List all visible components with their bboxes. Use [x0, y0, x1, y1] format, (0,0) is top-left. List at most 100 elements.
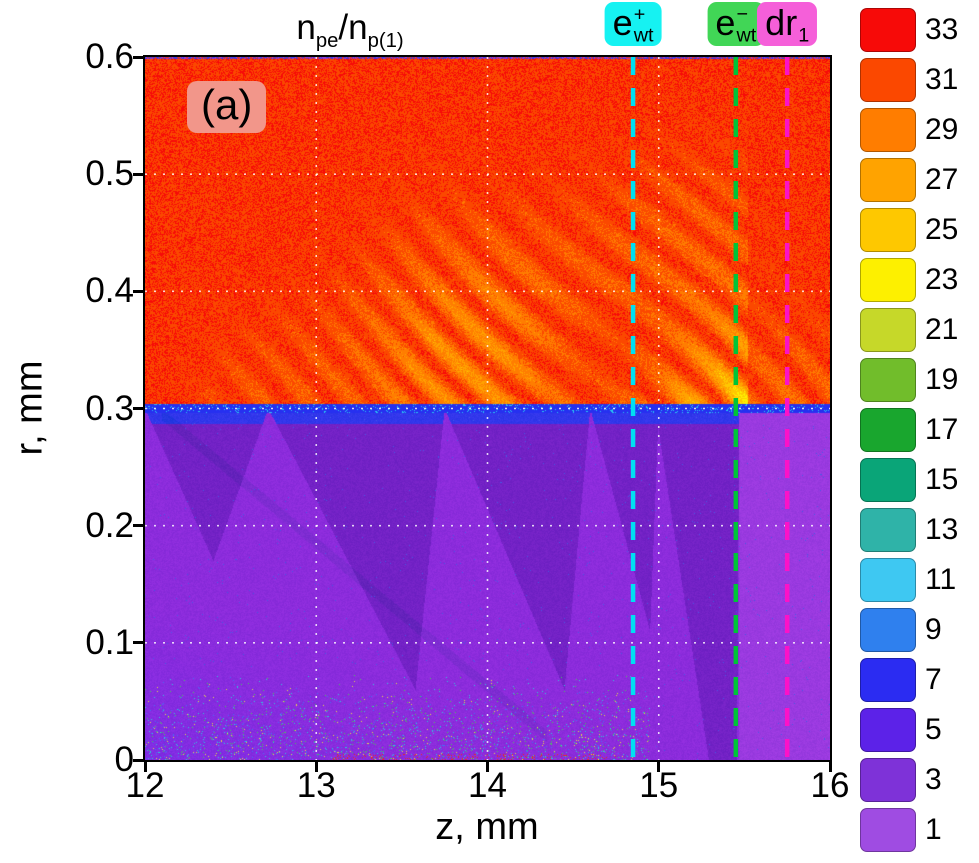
- colorbar-entry: 5: [860, 708, 978, 752]
- colorbar-entry: 21: [860, 308, 978, 352]
- marker-sup: −: [736, 3, 748, 26]
- colorbar-swatch: [860, 508, 916, 552]
- colorbar-entry: 13: [860, 508, 978, 552]
- heatmap-canvas: [145, 57, 830, 760]
- colorbar-tick-label: 23: [925, 263, 959, 296]
- y-tick-label: 0.6: [85, 37, 134, 76]
- marker-supsub: 1: [798, 5, 809, 46]
- colorbar-tick-label: 27: [925, 163, 959, 196]
- colorbar-entry: 31: [860, 58, 978, 102]
- y-tick-mark: [133, 172, 143, 176]
- chart-title-part: p(1): [367, 30, 404, 52]
- marker-label-driver: dr 1: [757, 2, 818, 46]
- colorbar-entry: 3: [860, 758, 978, 802]
- colorbar-entry: 23: [860, 258, 978, 302]
- colorbar-entry: 11: [860, 558, 978, 602]
- y-tick-mark: [133, 758, 143, 762]
- colorbar-entry: 17: [860, 408, 978, 452]
- colorbar-swatch: [860, 658, 916, 702]
- colorbar-tick-label: 33: [925, 13, 959, 46]
- x-tick-mark: [143, 762, 147, 772]
- colorbar-entry: 29: [860, 108, 978, 152]
- panel-label: (a): [187, 81, 267, 133]
- colorbar-entry: 1: [860, 808, 978, 852]
- colorbar-tick-label: 17: [925, 413, 959, 446]
- colorbar-swatch: [860, 308, 916, 352]
- x-tick-mark: [828, 762, 832, 772]
- colorbar-swatch: [860, 558, 916, 602]
- x-tick-label: 13: [296, 766, 336, 805]
- marker-supsub: − wt: [736, 3, 757, 47]
- colorbar-entry: 25: [860, 208, 978, 252]
- colorbar: 33 31 29 27 25 23 21 19 17 15 13 11 9 7 5 3 1: [860, 8, 978, 858]
- colorbar-entry: 15: [860, 458, 978, 502]
- x-tick-label: 14: [468, 766, 507, 805]
- colorbar-entry: 19: [860, 358, 978, 402]
- colorbar-entry: 7: [860, 658, 978, 702]
- colorbar-swatch: [860, 358, 916, 402]
- colorbar-tick-label: 7: [925, 663, 942, 696]
- marker-sub: 1: [798, 23, 810, 46]
- colorbar-swatch: [860, 208, 916, 252]
- y-tick-label: 0.3: [85, 388, 134, 428]
- colorbar-swatch: [860, 108, 916, 152]
- colorbar-tick-label: 5: [925, 713, 942, 746]
- marker-sub: wt: [736, 24, 757, 47]
- colorbar-swatch: [860, 808, 916, 852]
- x-tick-label: 15: [639, 766, 679, 805]
- y-tick-mark: [133, 55, 143, 59]
- colorbar-swatch: [860, 58, 916, 102]
- y-tick-mark: [133, 641, 143, 645]
- x-tick-label: 16: [810, 766, 850, 805]
- colorbar-tick-label: 9: [925, 613, 942, 646]
- colorbar-entry: 27: [860, 158, 978, 202]
- y-tick-mark: [133, 289, 143, 293]
- colorbar-tick-label: 29: [925, 113, 959, 146]
- x-tick-mark: [657, 762, 661, 772]
- colorbar-tick-label: 25: [925, 213, 959, 246]
- colorbar-swatch: [860, 458, 916, 502]
- colorbar-tick-label: 19: [925, 363, 959, 396]
- marker-base: dr: [765, 2, 798, 43]
- colorbar-swatch: [860, 608, 916, 652]
- chart-title: npe/np(1): [296, 8, 403, 53]
- y-tick-label: 0.1: [85, 622, 134, 662]
- colorbar-tick-label: 13: [925, 513, 959, 546]
- y-tick-label: 0.4: [85, 271, 134, 311]
- marker-label-electron-witness: e − wt: [707, 2, 765, 47]
- colorbar-tick-label: 11: [925, 563, 957, 596]
- y-tick-label: 0.5: [85, 154, 134, 194]
- colorbar-tick-label: 1: [925, 813, 942, 846]
- y-tick-mark: [133, 407, 143, 410]
- colorbar-tick-label: 3: [925, 763, 942, 796]
- marker-sub: wt: [633, 24, 654, 47]
- colorbar-swatch: [860, 408, 916, 452]
- colorbar-tick-label: 21: [925, 313, 959, 346]
- chart-title-part: n: [296, 8, 316, 47]
- colorbar-swatch: [860, 8, 916, 52]
- marker-base: e: [612, 2, 633, 43]
- colorbar-swatch: [860, 158, 916, 202]
- colorbar-entry: 33: [860, 8, 978, 52]
- marker-supsub: + wt: [633, 3, 654, 47]
- x-tick-label: 12: [125, 766, 165, 805]
- x-tick-mark: [486, 762, 489, 772]
- y-tick-mark: [133, 524, 143, 528]
- plot-area: (a): [143, 55, 832, 762]
- colorbar-entry: 9: [860, 608, 978, 652]
- marker-sup: +: [633, 3, 646, 26]
- colorbar-tick-label: 15: [925, 463, 959, 496]
- marker-base: e: [715, 2, 736, 43]
- marker-label-positron-witness: e + wt: [604, 2, 662, 47]
- colorbar-swatch: [860, 258, 916, 302]
- colorbar-swatch: [860, 708, 916, 752]
- y-tick-label: 0.2: [85, 505, 134, 545]
- y-tick-label: 0: [114, 740, 134, 779]
- chart-title-part: /n: [338, 8, 368, 47]
- chart-title-part: pe: [315, 30, 339, 52]
- x-axis-title: z, mm: [435, 806, 539, 848]
- colorbar-tick-label: 31: [925, 63, 959, 96]
- colorbar-swatch: [860, 758, 916, 802]
- x-tick-mark: [314, 762, 318, 772]
